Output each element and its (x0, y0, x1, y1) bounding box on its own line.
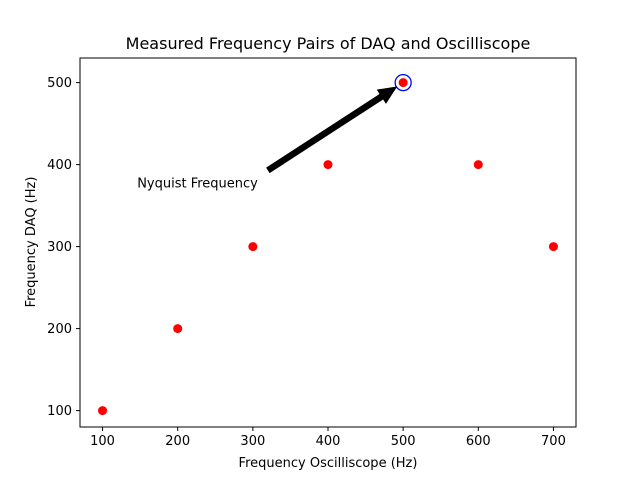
data-point (548, 242, 558, 252)
data-point (173, 324, 183, 334)
data-point (98, 406, 108, 416)
data-point (398, 78, 408, 88)
x-axis-title: Frequency Oscilliscope (Hz) (239, 456, 418, 471)
y-axis-title: Frequency DAQ (Hz) (24, 177, 39, 308)
x-tick-label: 400 (316, 434, 341, 449)
x-tick-label: 600 (466, 434, 491, 449)
y-tick-label: 500 (47, 76, 72, 91)
data-point (248, 242, 258, 252)
annotation-label: Nyquist Frequency (137, 176, 258, 191)
x-tick-label: 300 (240, 434, 265, 449)
y-tick-label: 100 (47, 404, 72, 419)
x-tick-label: 500 (391, 434, 416, 449)
annotations: Nyquist Frequency (137, 86, 398, 191)
y-tick-label: 300 (47, 240, 72, 255)
annotation-arrow-head (376, 86, 398, 104)
data-point (323, 160, 333, 170)
x-tick-label: 700 (541, 434, 566, 449)
annotation-arrow-shaft (266, 92, 385, 174)
x-axis: 100 200 300 400 500 600 700 (90, 427, 566, 449)
y-axis: 100 200 300 400 500 (47, 76, 80, 419)
data-point (473, 160, 483, 170)
chart-title: Measured Frequency Pairs of DAQ and Osci… (126, 34, 531, 53)
data-points (98, 78, 558, 416)
x-tick-label: 200 (165, 434, 190, 449)
highlight-marker (394, 73, 412, 92)
x-tick-label: 100 (90, 434, 115, 449)
y-tick-label: 400 (47, 158, 72, 173)
y-tick-label: 200 (47, 322, 72, 337)
highlight-ring (394, 73, 412, 92)
